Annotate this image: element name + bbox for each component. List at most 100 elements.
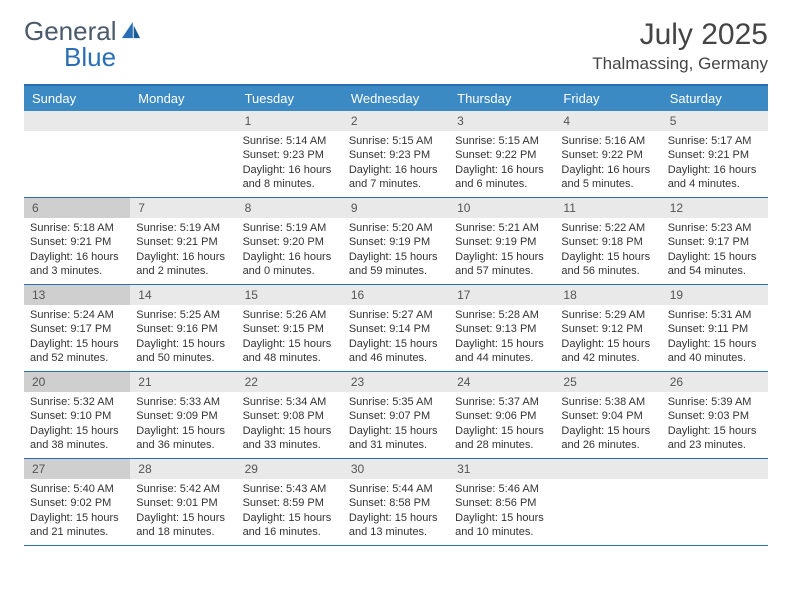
day-cell: 15Sunrise: 5:26 AMSunset: 9:15 PMDayligh…	[237, 285, 343, 371]
sunrise-text: Sunrise: 5:38 AM	[561, 395, 655, 409]
weekday-header: Tuesday	[237, 86, 343, 111]
weekday-header: Monday	[130, 86, 236, 111]
sunrise-text: Sunrise: 5:44 AM	[349, 482, 443, 496]
weekday-header: Thursday	[449, 86, 555, 111]
sunrise-text: Sunrise: 5:17 AM	[668, 134, 762, 148]
daylight-text: Daylight: 16 hours and 8 minutes.	[243, 163, 337, 192]
sunset-text: Sunset: 9:14 PM	[349, 322, 443, 336]
day-cell: 13Sunrise: 5:24 AMSunset: 9:17 PMDayligh…	[24, 285, 130, 371]
day-number: 22	[237, 372, 343, 392]
daylight-text: Daylight: 15 hours and 31 minutes.	[349, 424, 443, 453]
day-body: Sunrise: 5:19 AMSunset: 9:20 PMDaylight:…	[237, 218, 343, 278]
day-body: Sunrise: 5:32 AMSunset: 9:10 PMDaylight:…	[24, 392, 130, 452]
day-number: 13	[24, 285, 130, 305]
day-body: Sunrise: 5:34 AMSunset: 9:08 PMDaylight:…	[237, 392, 343, 452]
day-number: 18	[555, 285, 661, 305]
day-number: 27	[24, 459, 130, 479]
weekday-header: Sunday	[24, 86, 130, 111]
day-number: 31	[449, 459, 555, 479]
day-cell: 22Sunrise: 5:34 AMSunset: 9:08 PMDayligh…	[237, 372, 343, 458]
day-body: Sunrise: 5:38 AMSunset: 9:04 PMDaylight:…	[555, 392, 661, 452]
sunrise-text: Sunrise: 5:15 AM	[349, 134, 443, 148]
logo-sail-icon	[120, 18, 142, 44]
daylight-text: Daylight: 16 hours and 0 minutes.	[243, 250, 337, 279]
week-row: 13Sunrise: 5:24 AMSunset: 9:17 PMDayligh…	[24, 285, 768, 372]
daylight-text: Daylight: 15 hours and 57 minutes.	[455, 250, 549, 279]
day-cell	[130, 111, 236, 197]
day-body: Sunrise: 5:23 AMSunset: 9:17 PMDaylight:…	[662, 218, 768, 278]
sunrise-text: Sunrise: 5:46 AM	[455, 482, 549, 496]
daylight-text: Daylight: 15 hours and 56 minutes.	[561, 250, 655, 279]
day-cell: 7Sunrise: 5:19 AMSunset: 9:21 PMDaylight…	[130, 198, 236, 284]
sunrise-text: Sunrise: 5:39 AM	[668, 395, 762, 409]
day-body: Sunrise: 5:39 AMSunset: 9:03 PMDaylight:…	[662, 392, 768, 452]
day-number	[662, 459, 768, 479]
sunrise-text: Sunrise: 5:40 AM	[30, 482, 124, 496]
daylight-text: Daylight: 15 hours and 42 minutes.	[561, 337, 655, 366]
sunrise-text: Sunrise: 5:32 AM	[30, 395, 124, 409]
day-body: Sunrise: 5:29 AMSunset: 9:12 PMDaylight:…	[555, 305, 661, 365]
day-body: Sunrise: 5:22 AMSunset: 9:18 PMDaylight:…	[555, 218, 661, 278]
day-number: 20	[24, 372, 130, 392]
day-cell: 3Sunrise: 5:15 AMSunset: 9:22 PMDaylight…	[449, 111, 555, 197]
sunrise-text: Sunrise: 5:34 AM	[243, 395, 337, 409]
day-number: 30	[343, 459, 449, 479]
sunrise-text: Sunrise: 5:23 AM	[668, 221, 762, 235]
day-number: 6	[24, 198, 130, 218]
day-cell: 19Sunrise: 5:31 AMSunset: 9:11 PMDayligh…	[662, 285, 768, 371]
sunrise-text: Sunrise: 5:22 AM	[561, 221, 655, 235]
sunset-text: Sunset: 9:21 PM	[30, 235, 124, 249]
daylight-text: Daylight: 15 hours and 21 minutes.	[30, 511, 124, 540]
day-number: 10	[449, 198, 555, 218]
sunset-text: Sunset: 9:21 PM	[136, 235, 230, 249]
weekday-header: Saturday	[662, 86, 768, 111]
daylight-text: Daylight: 15 hours and 28 minutes.	[455, 424, 549, 453]
day-number: 25	[555, 372, 661, 392]
day-body: Sunrise: 5:17 AMSunset: 9:21 PMDaylight:…	[662, 131, 768, 191]
sunset-text: Sunset: 9:23 PM	[243, 148, 337, 162]
day-cell: 14Sunrise: 5:25 AMSunset: 9:16 PMDayligh…	[130, 285, 236, 371]
day-body: Sunrise: 5:14 AMSunset: 9:23 PMDaylight:…	[237, 131, 343, 191]
sunset-text: Sunset: 9:16 PM	[136, 322, 230, 336]
day-cell: 17Sunrise: 5:28 AMSunset: 9:13 PMDayligh…	[449, 285, 555, 371]
sunrise-text: Sunrise: 5:31 AM	[668, 308, 762, 322]
sunset-text: Sunset: 8:58 PM	[349, 496, 443, 510]
sunrise-text: Sunrise: 5:18 AM	[30, 221, 124, 235]
sunrise-text: Sunrise: 5:16 AM	[561, 134, 655, 148]
day-cell: 21Sunrise: 5:33 AMSunset: 9:09 PMDayligh…	[130, 372, 236, 458]
day-body: Sunrise: 5:25 AMSunset: 9:16 PMDaylight:…	[130, 305, 236, 365]
day-number: 8	[237, 198, 343, 218]
day-body: Sunrise: 5:44 AMSunset: 8:58 PMDaylight:…	[343, 479, 449, 539]
day-number: 14	[130, 285, 236, 305]
daylight-text: Daylight: 15 hours and 13 minutes.	[349, 511, 443, 540]
day-number: 2	[343, 111, 449, 131]
sunrise-text: Sunrise: 5:27 AM	[349, 308, 443, 322]
sunset-text: Sunset: 9:15 PM	[243, 322, 337, 336]
sunrise-text: Sunrise: 5:42 AM	[136, 482, 230, 496]
day-number: 19	[662, 285, 768, 305]
day-body: Sunrise: 5:43 AMSunset: 8:59 PMDaylight:…	[237, 479, 343, 539]
logo: GeneralBlue	[24, 18, 142, 70]
day-body: Sunrise: 5:28 AMSunset: 9:13 PMDaylight:…	[449, 305, 555, 365]
day-cell	[24, 111, 130, 197]
day-cell: 30Sunrise: 5:44 AMSunset: 8:58 PMDayligh…	[343, 459, 449, 545]
day-number: 7	[130, 198, 236, 218]
sunset-text: Sunset: 9:17 PM	[668, 235, 762, 249]
day-number	[130, 111, 236, 131]
day-cell: 12Sunrise: 5:23 AMSunset: 9:17 PMDayligh…	[662, 198, 768, 284]
daylight-text: Daylight: 16 hours and 4 minutes.	[668, 163, 762, 192]
daylight-text: Daylight: 16 hours and 5 minutes.	[561, 163, 655, 192]
day-number: 1	[237, 111, 343, 131]
day-cell: 2Sunrise: 5:15 AMSunset: 9:23 PMDaylight…	[343, 111, 449, 197]
day-number: 21	[130, 372, 236, 392]
day-cell: 9Sunrise: 5:20 AMSunset: 9:19 PMDaylight…	[343, 198, 449, 284]
week-header: SundayMondayTuesdayWednesdayThursdayFrid…	[24, 86, 768, 111]
day-body: Sunrise: 5:42 AMSunset: 9:01 PMDaylight:…	[130, 479, 236, 539]
calendar: SundayMondayTuesdayWednesdayThursdayFrid…	[24, 84, 768, 546]
day-cell: 29Sunrise: 5:43 AMSunset: 8:59 PMDayligh…	[237, 459, 343, 545]
logo-text-1: General	[24, 18, 117, 44]
sunset-text: Sunset: 9:08 PM	[243, 409, 337, 423]
sunset-text: Sunset: 9:20 PM	[243, 235, 337, 249]
sunrise-text: Sunrise: 5:33 AM	[136, 395, 230, 409]
day-number	[555, 459, 661, 479]
